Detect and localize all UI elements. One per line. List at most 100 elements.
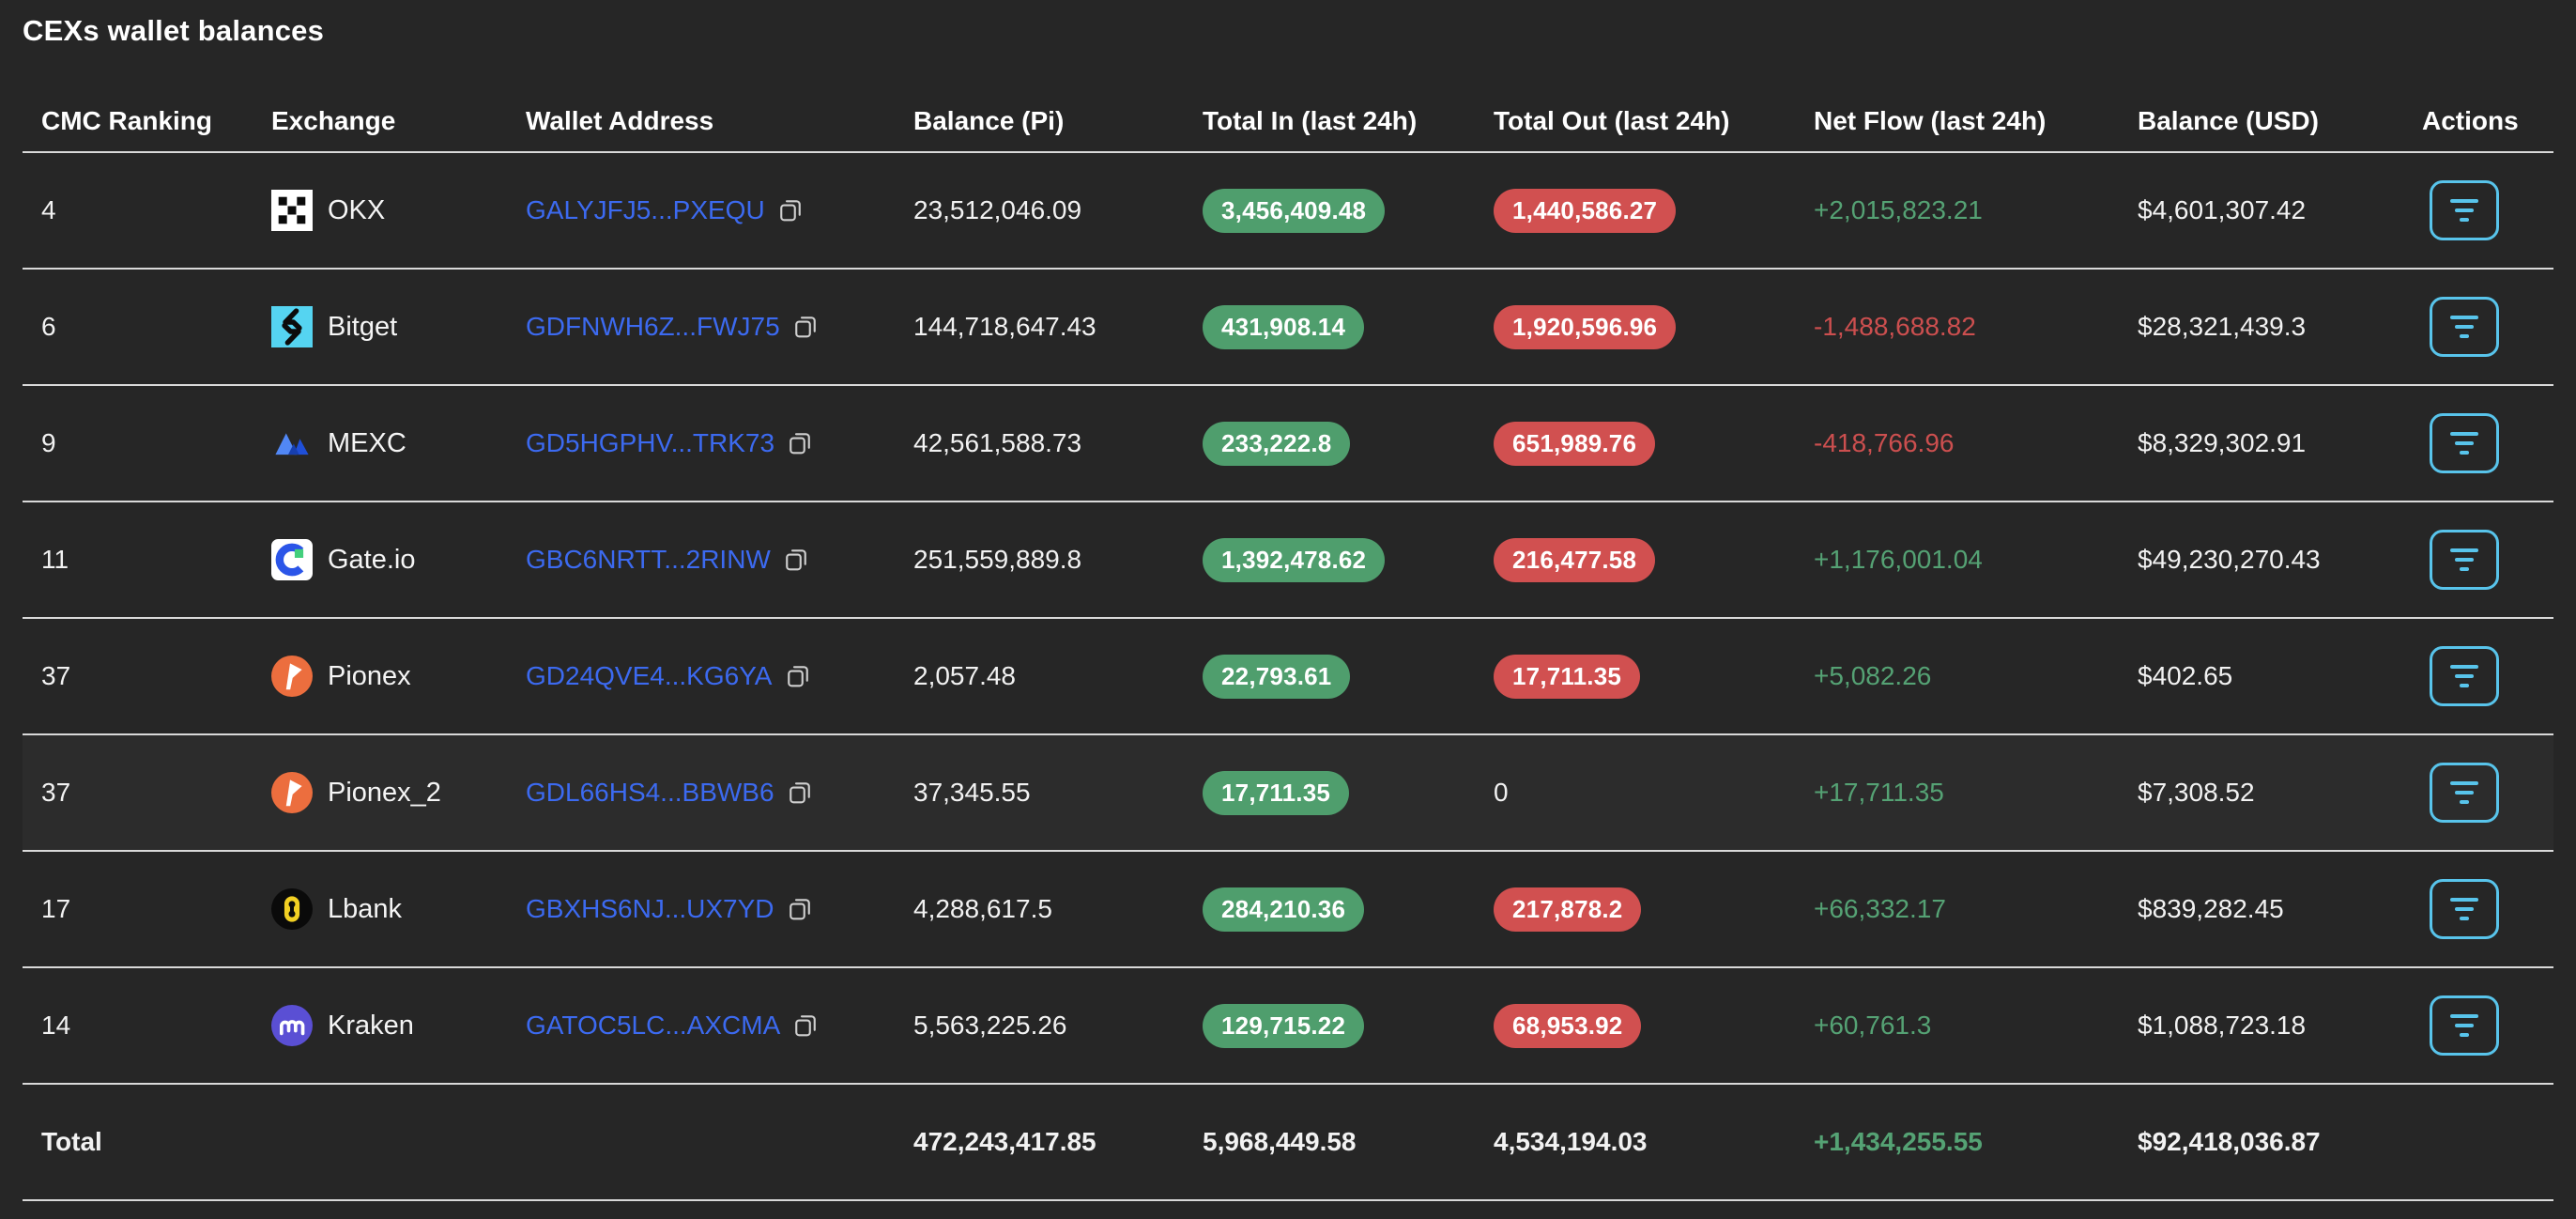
actions-cell — [2422, 646, 2553, 706]
cmc-ranking-cell: 37 — [41, 778, 71, 807]
total-in-badge: 22,793.61 — [1203, 654, 1351, 699]
gateio-logo — [271, 539, 313, 580]
table-row: 37 Pionex GD24QVE4...KG6YA 2,057.48 22,793.6… — [23, 619, 2553, 735]
wallet-address-link[interactable]: GBXHS6NJ...UX7YD — [526, 894, 774, 923]
total-in-badge: 3,456,409.48 — [1203, 188, 1386, 233]
exchange-name: OKX — [328, 194, 386, 225]
column-header-cmc-ranking: CMC Ranking — [41, 106, 212, 135]
net-flow-cell: -1,488,688.82 — [1814, 312, 1976, 341]
exchange-name: Pionex_2 — [328, 777, 441, 808]
copy-icon[interactable] — [786, 429, 814, 457]
wallet-address-link[interactable]: GALYJFJ5...PXEQU — [526, 195, 765, 224]
wallet-address-cell: GD5HGPHV...TRK73 — [526, 428, 913, 458]
total-out-sum: 4,534,194.03 — [1494, 1127, 1648, 1156]
table-row: 37 Pionex_2 GDL66HS4...BBWB6 37,345.55 17,71… — [23, 735, 2553, 852]
total-in-badge: 1,392,478.62 — [1203, 537, 1386, 582]
copy-icon[interactable] — [786, 779, 814, 807]
total-out-badge: 1,920,596.96 — [1494, 304, 1677, 349]
column-header-exchange: Exchange — [271, 106, 396, 135]
wallet-address-cell: GATOC5LC...AXCMA — [526, 1011, 913, 1041]
total-out-cell: 17,711.35 — [1494, 654, 1814, 699]
net-flow-cell: +66,332.17 — [1814, 894, 1946, 923]
total-out-cell: 1,440,586.27 — [1494, 188, 1814, 233]
wallet-address-link[interactable]: GDFNWH6Z...FWJ75 — [526, 312, 780, 341]
exchange-cell: Lbank — [271, 888, 526, 930]
table-row: 6 Bitget GDFNWH6Z...FWJ75 144,718,647.43 431… — [23, 270, 2553, 386]
balance-pi-cell: 23,512,046.09 — [913, 195, 1082, 224]
actions-button[interactable] — [2430, 413, 2499, 473]
total-label: Total — [41, 1127, 102, 1156]
actions-button[interactable] — [2430, 763, 2499, 823]
copy-icon[interactable] — [784, 662, 812, 690]
copy-icon[interactable] — [791, 1011, 820, 1040]
table-row: 11 Gate.io GBC6NRTT...2RINW 251,559,889.8 1,… — [23, 502, 2553, 619]
filter-lines-icon — [2450, 665, 2478, 687]
filter-lines-icon — [2450, 316, 2478, 338]
wallet-address-link[interactable]: GATOC5LC...AXCMA — [526, 1011, 781, 1040]
pionex-logo — [271, 656, 313, 697]
copy-icon[interactable] — [786, 895, 814, 923]
exchange-cell: Bitget — [271, 306, 526, 347]
balance-usd-cell: $49,230,270.43 — [2138, 545, 2321, 574]
actions-cell — [2422, 995, 2553, 1056]
kraken-logo — [271, 1005, 313, 1046]
table-body: 4 OKX GALYJFJ5...PXEQU 23,512,046.09 3,456,4… — [23, 153, 2553, 1085]
filter-lines-icon — [2450, 199, 2478, 222]
total-in-cell: 22,793.61 — [1203, 654, 1494, 699]
exchange-name: Bitget — [328, 311, 398, 342]
wallet-address-link[interactable]: GDL66HS4...BBWB6 — [526, 778, 774, 807]
copy-icon[interactable] — [782, 546, 810, 574]
exchange-name: Lbank — [328, 893, 403, 924]
actions-button[interactable] — [2430, 297, 2499, 357]
filter-lines-icon — [2450, 1014, 2478, 1037]
table-row: 14 Kraken GATOC5LC...AXCMA 5,563,225.26 129,… — [23, 968, 2553, 1085]
total-in-cell: 233,222.8 — [1203, 421, 1494, 466]
actions-button[interactable] — [2430, 530, 2499, 590]
column-header-net-flow: Net Flow (last 24h) — [1814, 106, 2047, 135]
wallet-address-link[interactable]: GD5HGPHV...TRK73 — [526, 428, 775, 457]
total-out-badge: 217,878.2 — [1494, 887, 1642, 932]
cmc-ranking-cell: 14 — [41, 1011, 71, 1040]
total-out-badge: 216,477.58 — [1494, 537, 1656, 582]
copy-icon[interactable] — [776, 196, 805, 224]
cmc-ranking-cell: 17 — [41, 894, 71, 923]
actions-cell — [2422, 413, 2553, 473]
wallet-address-link[interactable]: GBC6NRTT...2RINW — [526, 545, 771, 574]
net-flow-cell: -418,766.96 — [1814, 428, 1955, 457]
total-in-cell: 1,392,478.62 — [1203, 537, 1494, 582]
exchange-cell: Pionex_2 — [271, 772, 526, 813]
table-row: 17 Lbank GBXHS6NJ...UX7YD 4,288,617.5 284,21… — [23, 852, 2553, 968]
balance-pi-cell: 4,288,617.5 — [913, 894, 1052, 923]
balance-usd-cell: $8,329,302.91 — [2138, 428, 2307, 457]
actions-button[interactable] — [2430, 995, 2499, 1056]
total-in-badge: 233,222.8 — [1203, 421, 1351, 466]
column-header-total-out: Total Out (last 24h) — [1494, 106, 1730, 135]
total-in-cell: 284,210.36 — [1203, 887, 1494, 932]
exchange-name: Kraken — [328, 1010, 414, 1041]
wallet-address-cell: GBC6NRTT...2RINW — [526, 545, 913, 575]
column-header-balance-pi: Balance (Pi) — [913, 106, 1065, 135]
table-row: 4 OKX GALYJFJ5...PXEQU 23,512,046.09 3,456,4… — [23, 153, 2553, 270]
balance-usd-cell: $7,308.52 — [2138, 778, 2255, 807]
total-net-flow: +1,434,255.55 — [1814, 1127, 1983, 1156]
wallet-address-link[interactable]: GD24QVE4...KG6YA — [526, 661, 773, 690]
balance-pi-cell: 5,563,225.26 — [913, 1011, 1067, 1040]
lbank-logo — [271, 888, 313, 930]
total-row: Total 472,243,417.85 5,968,449.58 4,534,… — [23, 1085, 2553, 1201]
filter-lines-icon — [2450, 432, 2478, 455]
actions-button[interactable] — [2430, 879, 2499, 939]
actions-button[interactable] — [2430, 180, 2499, 240]
cmc-ranking-cell: 6 — [41, 312, 56, 341]
column-header-actions: Actions — [2422, 106, 2519, 135]
filter-lines-icon — [2450, 548, 2478, 571]
cmc-ranking-cell: 37 — [41, 661, 71, 690]
cmc-ranking-cell: 11 — [41, 545, 69, 574]
column-header-total-in: Total In (last 24h) — [1203, 106, 1418, 135]
total-balance-usd: $92,418,036.87 — [2138, 1127, 2321, 1156]
total-out-cell: 68,953.92 — [1494, 1003, 1814, 1048]
copy-icon[interactable] — [791, 313, 820, 341]
actions-cell — [2422, 530, 2553, 590]
actions-button[interactable] — [2430, 646, 2499, 706]
page-title: CEXs wallet balances — [23, 14, 325, 47]
total-out-cell: 0 — [1494, 778, 1814, 808]
